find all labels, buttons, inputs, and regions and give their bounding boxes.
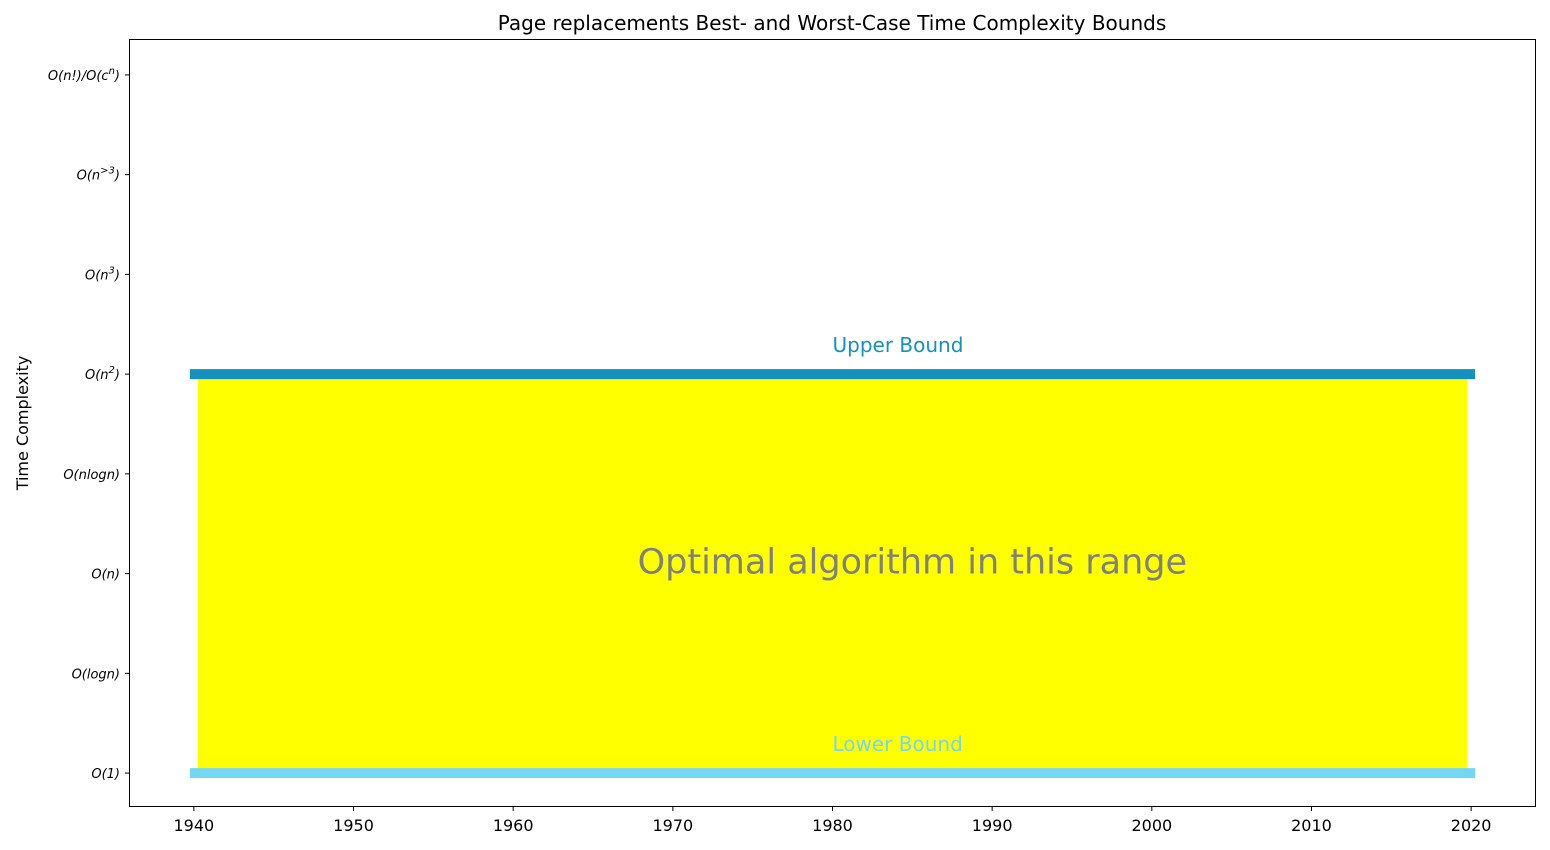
y-tick-label: O(n2) [85,365,120,383]
x-tick-label: 2010 [1291,816,1332,835]
y-tick-label: O(n!)/O(cn) [48,66,120,84]
x-tick-label: 2000 [1131,816,1172,835]
x-tick-label: 1940 [174,816,215,835]
x-tick-label: 1970 [652,816,693,835]
plot-area: Upper Bound Lower Bound Optimal algorithm … [189,333,1476,779]
y-tick-label: O(1) [91,767,120,782]
x-tick-label: 1990 [972,816,1013,835]
range-annotation: Optimal algorithm in this range [638,543,1187,583]
y-tick-label: O(n3) [85,265,120,283]
y-tick-label: O(logn) [72,667,120,682]
x-tick-label: 1950 [333,816,374,835]
optimal-range-fill [197,374,1468,774]
y-tick-label: O(nlogn) [63,468,120,483]
y-axis-label: Time Complexity [13,356,32,492]
x-tick-label: 1960 [493,816,534,835]
upper-bound-annotation: Upper Bound [833,333,964,357]
chart-title: Page replacements Best- and Worst-Case T… [498,11,1167,35]
x-tick-label: 2020 [1451,816,1492,835]
lower-bound-annotation: Lower Bound [833,732,963,756]
x-tick-label: 1980 [812,816,853,835]
y-tick-label: O(n>3) [77,166,120,184]
y-tick-label: O(n) [91,568,120,583]
